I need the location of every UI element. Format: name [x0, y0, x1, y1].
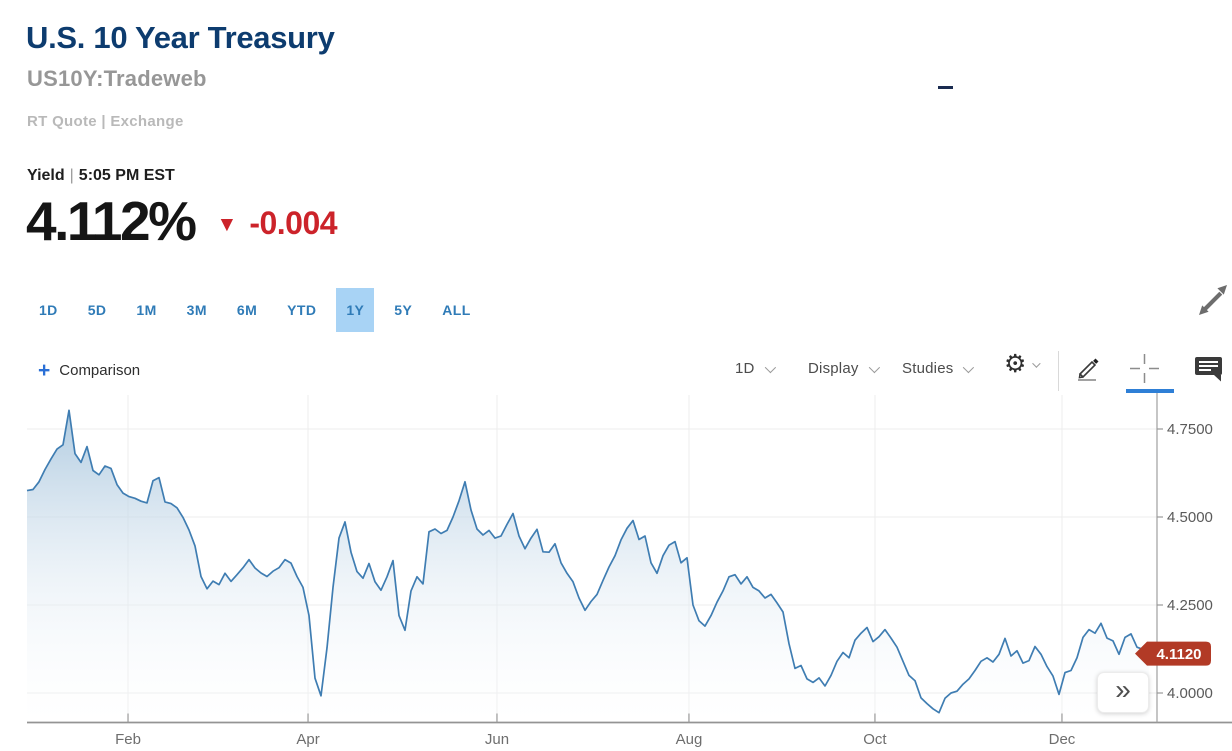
price-row: 4.112% ▼ -0.004 [26, 190, 338, 252]
tab-ytd[interactable]: YTD [287, 302, 317, 318]
chart-settings-button[interactable]: ⚙ [1004, 350, 1042, 378]
tab-all[interactable]: ALL [442, 302, 471, 318]
comments-tool-button[interactable] [1194, 356, 1223, 387]
tab-6m[interactable]: 6M [236, 302, 258, 318]
x-axis-label: Oct [863, 731, 887, 748]
down-triangle-icon: ▼ [216, 213, 238, 236]
header-dash-artifact [938, 86, 953, 89]
toolbar-divider [1058, 351, 1059, 391]
gear-icon: ⚙ [1004, 350, 1027, 378]
x-axis-label: Feb [115, 731, 141, 748]
page-title: U.S. 10 Year Treasury [26, 20, 335, 55]
add-comparison-button[interactable]: + Comparison [38, 360, 140, 381]
comparison-label: Comparison [59, 362, 141, 379]
tab-1m[interactable]: 1M [136, 302, 157, 318]
studies-label: Studies [902, 360, 954, 377]
x-axis-label: Aug [675, 731, 703, 748]
yield-label: Yield [27, 167, 65, 184]
interval-value: 1D [735, 360, 755, 377]
tab-1d[interactable]: 1D [39, 302, 58, 318]
y-axis-label: 4.0000 [1167, 685, 1213, 702]
active-tool-underline [1126, 389, 1174, 393]
x-axis-label: Dec [1048, 731, 1076, 748]
y-axis-label: 4.7500 [1167, 421, 1213, 438]
crosshair-tool-button[interactable] [1129, 353, 1160, 389]
interval-dropdown[interactable]: 1D [735, 360, 776, 377]
last-price-tag: 4.1120 [1135, 641, 1211, 666]
yield-timestamp-line: Yield | 5:05 PM EST [27, 167, 175, 185]
pipe-separator: | [69, 167, 74, 184]
draw-tool-button[interactable] [1076, 354, 1103, 386]
x-axis-label: Jun [484, 731, 510, 748]
symbol-exchange: US10Y:Tradeweb [27, 66, 207, 91]
svg-text:4.1120: 4.1120 [1156, 646, 1201, 663]
crosshair-icon [1130, 354, 1159, 383]
quote-meta: RT Quote | Exchange [27, 113, 184, 130]
comments-icon [1195, 357, 1222, 382]
studies-dropdown[interactable]: Studies [902, 360, 975, 377]
y-axis-label: 4.2500 [1167, 597, 1213, 614]
last-yield-value: 4.112% [26, 190, 197, 252]
tab-5y[interactable]: 5Y [394, 302, 413, 318]
pencil-icon [1078, 358, 1099, 381]
tab-1y[interactable]: 1Y [336, 288, 375, 332]
y-axis-label: 4.5000 [1167, 509, 1213, 526]
expand-icon[interactable] [1197, 283, 1229, 322]
timestamp: 5:05 PM EST [78, 167, 175, 184]
plus-icon: + [38, 359, 51, 382]
range-tabs: 1D 5D 1M 3M 6M YTD 1Y 5Y ALL [29, 288, 481, 332]
tab-3m[interactable]: 3M [186, 302, 207, 318]
tab-5d[interactable]: 5D [87, 302, 107, 318]
display-label: Display [808, 360, 859, 377]
change-value: -0.004 [249, 204, 338, 241]
display-dropdown[interactable]: Display [808, 360, 880, 377]
scroll-forward-button[interactable]: » [1097, 672, 1149, 713]
x-axis-label: Apr [296, 731, 320, 748]
double-chevron-icon: » [1115, 674, 1131, 705]
